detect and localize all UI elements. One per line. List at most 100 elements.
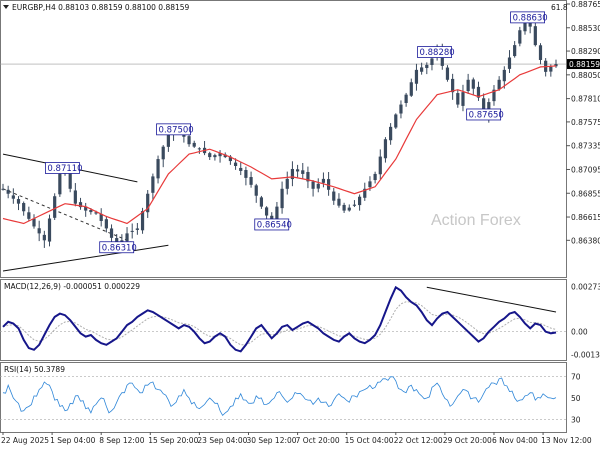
candle-body <box>456 93 460 105</box>
candle-body <box>533 26 537 46</box>
time-tick-label: 15 Oct 04:00 <box>345 436 394 445</box>
price-level-box <box>466 108 502 121</box>
price-level-box <box>417 46 452 58</box>
candle-body <box>228 156 233 162</box>
candle-body <box>22 203 26 212</box>
candle-body <box>73 190 77 204</box>
candle-body <box>337 198 341 206</box>
price-tick-label: 0.88765 <box>571 0 600 9</box>
moving-average <box>2 65 557 225</box>
dropdown-triangle-icon[interactable] <box>3 5 9 9</box>
time-tick-label: 1 Sep 04:00 <box>50 436 96 445</box>
candle-body <box>208 153 212 158</box>
price-tick-label: 0.86855 <box>571 189 600 198</box>
ma-line <box>2 65 557 225</box>
candle-body <box>311 181 315 189</box>
price-header: EURGBP,H4 0.88103 0.88159 0.88100 0.8815… <box>12 3 190 12</box>
watermark: Action Forex <box>431 212 521 229</box>
candle-body <box>58 173 62 195</box>
candle-body <box>440 50 444 66</box>
time-tick-label: 13 Nov 12:00 <box>541 436 592 445</box>
price-level-label: 0.87110 <box>47 164 82 174</box>
current-price-box <box>567 59 600 70</box>
rsi-panel <box>0 362 567 433</box>
price-level-box <box>45 162 80 174</box>
rsi-tick-label: 30 <box>571 415 581 424</box>
macd-signal-line <box>2 301 557 346</box>
candle-body <box>538 45 543 60</box>
macd-tick-label: 0.00 <box>571 328 588 337</box>
candle-body <box>11 195 15 199</box>
time-tick-label: 7 Oct 20:00 <box>296 436 340 445</box>
candle-body <box>523 21 527 32</box>
candle-body <box>549 66 553 72</box>
macd-line <box>2 285 557 353</box>
price-level-label: 0.88280 <box>420 48 455 58</box>
candle-body <box>290 168 295 180</box>
candle-body <box>213 155 217 158</box>
price-tick-label: 0.86380 <box>571 236 600 245</box>
candle-body <box>332 191 336 201</box>
price-level-label: 0.87650 <box>469 110 504 120</box>
candle-body <box>502 69 506 82</box>
rsi-line <box>2 376 557 417</box>
candle-body <box>192 142 196 147</box>
candle-body <box>373 173 377 181</box>
candle-body <box>461 92 465 106</box>
candle-body <box>420 67 424 72</box>
candle-body <box>249 177 253 185</box>
macd-trendline <box>426 286 557 313</box>
candle-body <box>32 218 36 227</box>
candle-body <box>513 45 517 57</box>
time-tick-label: 29 Oct 20:00 <box>443 436 492 445</box>
corner-label: 61.8 <box>551 3 568 12</box>
candle-body <box>430 58 434 65</box>
candle-body <box>166 134 170 147</box>
candle-body <box>528 22 532 27</box>
price-axis: 0.88765 0.88530 0.88290 0.88050 0.87810 0.875… <box>0 0 600 245</box>
price-tick-label: 0.86615 <box>571 213 600 222</box>
candle-body <box>321 178 326 183</box>
time-tick-label: 6 Nov 04:00 <box>492 436 538 445</box>
candle-body <box>89 209 93 213</box>
candle-body <box>399 104 403 114</box>
candle-body <box>507 57 512 69</box>
candle-body <box>42 234 46 241</box>
candle-body <box>492 89 496 102</box>
candle-body <box>239 167 243 171</box>
candle-body <box>451 78 455 93</box>
candle-body <box>53 196 57 218</box>
candle-body <box>16 199 21 204</box>
price-annotations: 0.88630 0.88280 0.87500 0.87650 0.87110 0.865… <box>45 11 548 253</box>
candle-body <box>84 206 88 211</box>
current-price-label: 0.88159 <box>569 60 600 69</box>
candle-body <box>352 204 357 206</box>
candle-body <box>140 211 145 231</box>
price-panel <box>0 0 567 278</box>
macd-series: 0.002735 0.00 -0.001384 <box>0 283 600 359</box>
macd-tick-label: -0.001384 <box>571 350 600 359</box>
candle-body <box>275 206 279 223</box>
candle-body <box>161 146 165 160</box>
candle-body <box>47 218 52 242</box>
candle-body <box>156 159 160 179</box>
price-level-box <box>510 11 545 24</box>
price-level-label: 0.86540 <box>257 220 292 230</box>
rsi-tick-label: 50 <box>571 394 581 403</box>
candle-body <box>99 213 103 221</box>
candle-body <box>342 204 346 211</box>
candle-body <box>347 207 351 211</box>
candle-body <box>104 219 108 229</box>
time-axis: 22 Aug 2025 1 Sep 04:00 8 Sep 12:00 15 Sep … <box>1 432 592 445</box>
candle-body <box>363 188 367 198</box>
price-level-label: 0.87500 <box>159 125 194 135</box>
candle-body <box>471 79 475 89</box>
candle-body <box>130 230 134 232</box>
candle-body <box>414 69 419 84</box>
candle-body <box>425 64 429 69</box>
candle-body <box>197 148 201 150</box>
candle-body <box>301 170 305 174</box>
price-level-label: 0.88630 <box>513 13 548 23</box>
candle-body <box>187 136 191 145</box>
time-tick-label: 15 Sep 20:00 <box>148 436 198 445</box>
